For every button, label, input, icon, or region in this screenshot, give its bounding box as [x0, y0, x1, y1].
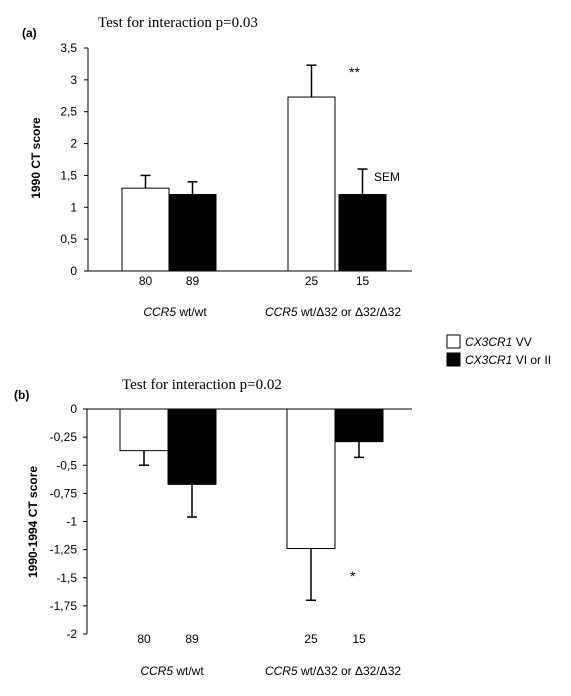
sample-size-label: 80	[139, 274, 153, 288]
panel-b-plot: 0 -0,25 -0,5 -0,75 -1 -1,25 -1,5 -1,75 -2 80 25 89 1…	[50, 402, 412, 646]
panel-b-group-label-2: CCR5 wt/Δ32 or Δ32/Δ32	[265, 664, 401, 678]
bar	[338, 194, 387, 272]
panel-a-y-tick-label: 0,5	[60, 232, 77, 246]
panel-b-y-tick-label: -1,25	[50, 543, 78, 557]
bar	[168, 194, 217, 272]
legend-label-filled: CX3CR1 VI or II	[465, 353, 551, 367]
panel-a-title: Test for interaction p=0.03	[98, 15, 258, 31]
bar	[334, 408, 384, 443]
panel-b-y-tick-label: 0	[70, 402, 77, 416]
panel-b-y-tick-label: -0,5	[56, 458, 77, 472]
legend-label-open: CX3CR1 VV	[465, 335, 532, 349]
sample-size-label: 89	[185, 632, 199, 646]
bar	[121, 187, 170, 272]
panel-b-y-tick-label: -1,75	[50, 599, 78, 613]
panel-a-y-tick-label: 1,5	[60, 168, 77, 182]
panel-a-y-tick-label: 2	[70, 137, 77, 151]
panel-a-label: (a)	[22, 26, 37, 40]
panel-b-label: (b)	[14, 388, 29, 402]
sample-size-label: 15	[352, 632, 366, 646]
panel-a-y-tick-label: 3	[70, 73, 77, 87]
bar	[119, 408, 169, 452]
bar	[287, 96, 336, 272]
sample-size-label: 25	[305, 274, 319, 288]
panel-b-group-label-1: CCR5 wt/wt	[140, 664, 204, 678]
panel-b-y-tick-label: -1	[66, 515, 77, 529]
panel-a-plot: 0 0,5 1 1,5 2 2,5 3 3,5 80 25 89 15	[60, 41, 412, 288]
panel-a-y-tick-label: 0	[70, 264, 77, 278]
panel-b-y-tick-label: -2	[66, 627, 77, 641]
legend-swatch-filled	[446, 352, 461, 367]
panel-a-group-label-2: CCR5 wt/Δ32 or Δ32/Δ32	[265, 305, 401, 319]
sample-size-label: 89	[186, 274, 200, 288]
sample-size-label: 15	[356, 274, 370, 288]
sample-size-label: 25	[304, 632, 318, 646]
bar	[167, 408, 217, 485]
panel-b-ylabel: 1990-1994 CT score	[26, 466, 40, 578]
legend-swatch-open	[446, 334, 461, 349]
panel-a-ylabel: 1990 CT score	[29, 117, 43, 199]
panel-a-y-tick-label: 2,5	[60, 105, 77, 119]
panel-b-title: Test for interaction p=0.02	[122, 377, 282, 393]
panel-a-group-label-1: CCR5 wt/wt	[143, 305, 207, 319]
panel-b-y-tick-label: -0,25	[50, 430, 78, 444]
panel-a-annotation-sem: SEM	[374, 170, 400, 184]
sample-size-label: 80	[137, 632, 151, 646]
panel-b-annotation-star: *	[350, 568, 356, 584]
panel-a-annotation-stars: **	[349, 64, 360, 80]
panel-b-y-tick-label: -1,5	[56, 571, 77, 585]
panel-b-y-tick-label: -0,75	[50, 486, 78, 500]
panel-a-y-tick-label: 3,5	[60, 41, 77, 55]
bar	[286, 408, 336, 549]
panel-a-y-tick-label: 1	[70, 200, 77, 214]
